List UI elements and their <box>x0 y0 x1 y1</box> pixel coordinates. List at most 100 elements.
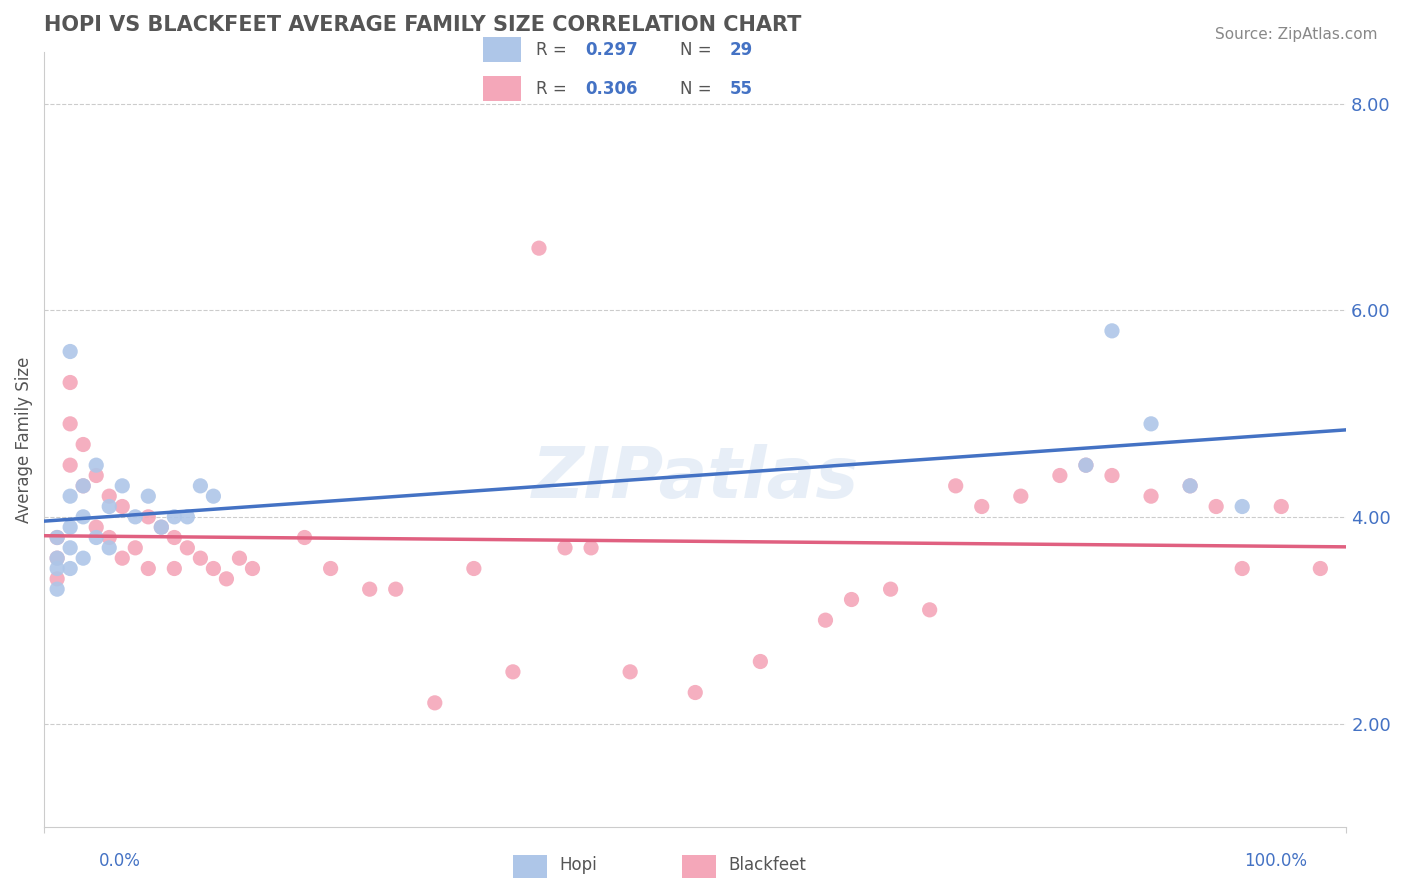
Point <box>98 500 121 514</box>
Point <box>1205 500 1227 514</box>
Point <box>124 541 146 555</box>
Point <box>72 479 94 493</box>
Point <box>970 500 993 514</box>
Point <box>1270 500 1292 514</box>
Point <box>59 520 82 534</box>
Text: R =: R = <box>536 41 572 59</box>
Text: Blackfeet: Blackfeet <box>728 856 806 874</box>
Point <box>319 561 342 575</box>
Point <box>918 603 941 617</box>
Text: 0.0%: 0.0% <box>98 852 141 870</box>
Point <box>98 531 121 545</box>
Point <box>554 541 576 555</box>
Point <box>150 520 173 534</box>
Point <box>111 551 134 566</box>
Point <box>879 582 901 597</box>
Point <box>46 572 69 586</box>
Text: R =: R = <box>536 79 572 97</box>
Point <box>84 468 107 483</box>
Point <box>59 376 82 390</box>
Point <box>98 489 121 503</box>
Point <box>176 509 198 524</box>
Point <box>72 479 94 493</box>
Point <box>111 500 134 514</box>
Point <box>749 655 772 669</box>
Point <box>579 541 602 555</box>
Point <box>294 531 316 545</box>
Point <box>59 344 82 359</box>
Text: 0.297: 0.297 <box>585 41 638 59</box>
Point <box>527 241 550 255</box>
Point <box>463 561 485 575</box>
Text: Source: ZipAtlas.com: Source: ZipAtlas.com <box>1215 27 1378 42</box>
Point <box>1140 417 1163 431</box>
Point <box>1178 479 1201 493</box>
Text: 29: 29 <box>730 41 754 59</box>
Text: 55: 55 <box>730 79 752 97</box>
Point <box>72 509 94 524</box>
Text: N =: N = <box>681 79 717 97</box>
Point <box>1232 561 1254 575</box>
Point <box>163 531 186 545</box>
FancyBboxPatch shape <box>484 76 520 102</box>
Point <box>190 479 212 493</box>
Point <box>136 509 159 524</box>
Point <box>215 572 238 586</box>
Point <box>59 458 82 472</box>
Point <box>163 561 186 575</box>
Point <box>423 696 446 710</box>
Point <box>1178 479 1201 493</box>
FancyBboxPatch shape <box>513 855 547 878</box>
Point <box>384 582 406 597</box>
Point <box>619 665 641 679</box>
Text: 0.306: 0.306 <box>585 79 638 97</box>
Point <box>190 551 212 566</box>
Text: N =: N = <box>681 41 717 59</box>
Text: ZIPatlas: ZIPatlas <box>531 443 859 513</box>
Point <box>59 541 82 555</box>
Point <box>136 561 159 575</box>
Point <box>59 561 82 575</box>
FancyBboxPatch shape <box>682 855 716 878</box>
Point <box>136 489 159 503</box>
Point <box>176 541 198 555</box>
Point <box>683 685 706 699</box>
Point <box>202 489 225 503</box>
Point <box>84 458 107 472</box>
Text: HOPI VS BLACKFEET AVERAGE FAMILY SIZE CORRELATION CHART: HOPI VS BLACKFEET AVERAGE FAMILY SIZE CO… <box>44 15 801 35</box>
Point <box>46 531 69 545</box>
Point <box>1140 489 1163 503</box>
Point <box>1049 468 1071 483</box>
Point <box>1101 324 1123 338</box>
Point <box>150 520 173 534</box>
Point <box>1074 458 1097 472</box>
Point <box>1309 561 1331 575</box>
Point <box>202 561 225 575</box>
FancyBboxPatch shape <box>484 37 520 62</box>
Point <box>163 509 186 524</box>
Point <box>1010 489 1032 503</box>
Point <box>814 613 837 627</box>
Point <box>98 541 121 555</box>
Point <box>59 489 82 503</box>
Text: Hopi: Hopi <box>560 856 598 874</box>
Point <box>111 479 134 493</box>
Point <box>841 592 863 607</box>
Point <box>46 582 69 597</box>
Point <box>242 561 264 575</box>
Y-axis label: Average Family Size: Average Family Size <box>15 356 32 523</box>
Point <box>228 551 250 566</box>
Point <box>1101 468 1123 483</box>
Point <box>1232 500 1254 514</box>
Point <box>46 561 69 575</box>
Point <box>945 479 967 493</box>
Point <box>84 520 107 534</box>
Point <box>46 551 69 566</box>
Point <box>84 531 107 545</box>
Point <box>502 665 524 679</box>
Point <box>124 509 146 524</box>
Point <box>59 417 82 431</box>
Point <box>359 582 381 597</box>
Text: 100.0%: 100.0% <box>1244 852 1308 870</box>
Point <box>46 531 69 545</box>
